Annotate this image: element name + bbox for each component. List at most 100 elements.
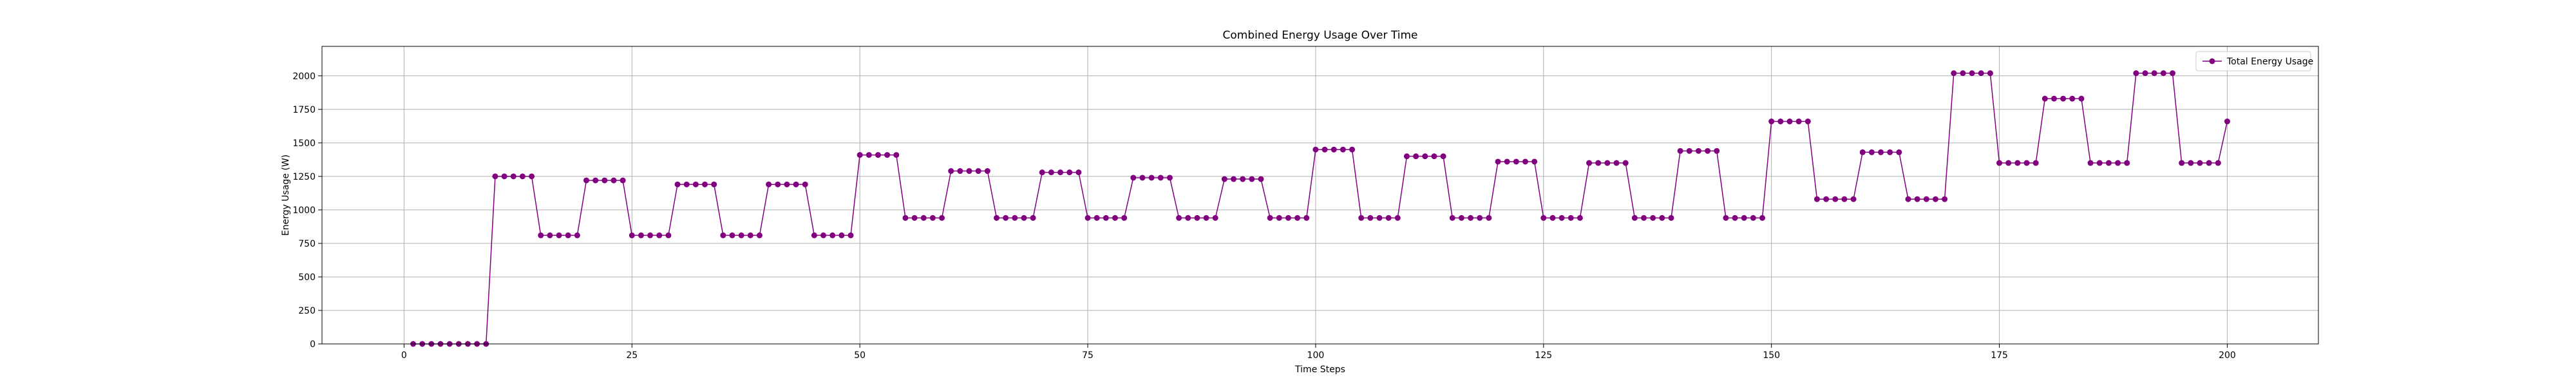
x-tick-label: 100 — [1307, 350, 1325, 361]
x-tick-label: 175 — [1991, 350, 2008, 361]
data-point — [601, 177, 608, 184]
data-point — [920, 214, 927, 221]
data-point — [1340, 146, 1346, 153]
data-point — [1413, 153, 1419, 160]
data-point — [574, 232, 580, 238]
data-point — [1850, 196, 1857, 202]
data-point — [2160, 70, 2166, 77]
data-point — [857, 152, 863, 158]
data-point — [1686, 147, 1692, 154]
data-point — [1732, 214, 1738, 221]
data-point — [1403, 153, 1410, 160]
data-point — [2142, 70, 2148, 77]
data-point — [1495, 158, 1501, 165]
data-point — [2170, 70, 2176, 77]
data-point — [1577, 214, 1583, 221]
data-point — [957, 168, 963, 175]
data-point — [1777, 119, 1784, 125]
data-point — [1659, 214, 1665, 221]
data-point — [2096, 160, 2103, 166]
data-point — [1695, 147, 1701, 154]
data-point — [538, 232, 544, 238]
x-tick-label: 200 — [2219, 350, 2236, 361]
data-point — [1558, 214, 1565, 221]
data-point — [902, 214, 909, 221]
data-point — [1531, 158, 1538, 165]
data-point — [1130, 175, 1137, 181]
data-point — [702, 181, 708, 187]
x-axis-label: Time Steps — [1294, 365, 1345, 375]
data-point — [2133, 70, 2139, 77]
data-point — [501, 173, 507, 180]
data-point — [1440, 153, 1446, 160]
data-point — [1185, 214, 1191, 221]
data-point — [784, 181, 790, 187]
data-point — [1705, 147, 1711, 154]
data-point — [1240, 176, 1246, 182]
data-point — [2051, 95, 2057, 102]
data-point — [766, 181, 772, 187]
data-point — [1021, 214, 1027, 221]
data-point — [1896, 149, 1902, 155]
data-point — [1212, 214, 1218, 221]
data-point — [2041, 95, 2048, 102]
data-point — [1595, 160, 1602, 166]
data-point — [492, 173, 498, 180]
data-point — [711, 181, 717, 187]
data-point — [1231, 176, 1237, 182]
y-tick-label: 1000 — [292, 205, 316, 216]
data-point — [1923, 196, 1929, 202]
data-point — [1285, 214, 1291, 221]
data-point — [738, 232, 744, 238]
data-point — [1030, 214, 1036, 221]
data-point — [1449, 214, 1455, 221]
x-tick-label: 25 — [626, 350, 638, 361]
data-point — [583, 177, 589, 184]
legend-label-total-energy-usage: Total Energy Usage — [2226, 57, 2313, 67]
data-point — [1814, 196, 1820, 202]
data-point — [2023, 160, 2030, 166]
data-point — [1914, 196, 1920, 202]
data-point — [1157, 175, 1164, 181]
data-point — [1513, 158, 1519, 165]
data-point — [1331, 146, 1337, 153]
data-point — [993, 214, 999, 221]
data-point — [948, 168, 954, 175]
data-point — [683, 181, 690, 187]
data-point — [1723, 214, 1729, 221]
data-point — [1987, 70, 1993, 77]
data-point — [1249, 176, 1255, 182]
data-point — [1321, 146, 1328, 153]
data-point — [547, 232, 553, 238]
data-point — [2078, 95, 2085, 102]
data-point — [838, 232, 845, 238]
data-point — [2151, 70, 2157, 77]
data-point — [1258, 176, 1264, 182]
data-point — [1804, 119, 1811, 125]
data-point — [2224, 119, 2230, 125]
data-point — [775, 181, 781, 187]
data-point — [802, 181, 808, 187]
data-point — [2105, 160, 2112, 166]
y-tick-label: 2000 — [292, 71, 316, 82]
data-point — [638, 232, 644, 238]
legend: Total Energy Usage — [2195, 51, 2313, 71]
data-point — [1905, 196, 1911, 202]
data-point — [1139, 175, 1146, 181]
data-point — [674, 181, 681, 187]
data-point — [2087, 160, 2094, 166]
data-point — [1668, 214, 1674, 221]
data-point — [884, 152, 891, 158]
data-point — [519, 173, 526, 180]
data-point — [620, 177, 626, 184]
data-point — [1003, 214, 1009, 221]
data-point — [1942, 196, 1948, 202]
data-point — [2215, 160, 2221, 166]
data-point — [1221, 176, 1227, 182]
data-point — [1878, 149, 1884, 155]
legend-box — [2195, 51, 2311, 71]
x-tick-label: 125 — [1535, 350, 1552, 361]
data-point — [1312, 146, 1319, 153]
data-point — [1468, 214, 1474, 221]
data-point — [1075, 169, 1082, 176]
